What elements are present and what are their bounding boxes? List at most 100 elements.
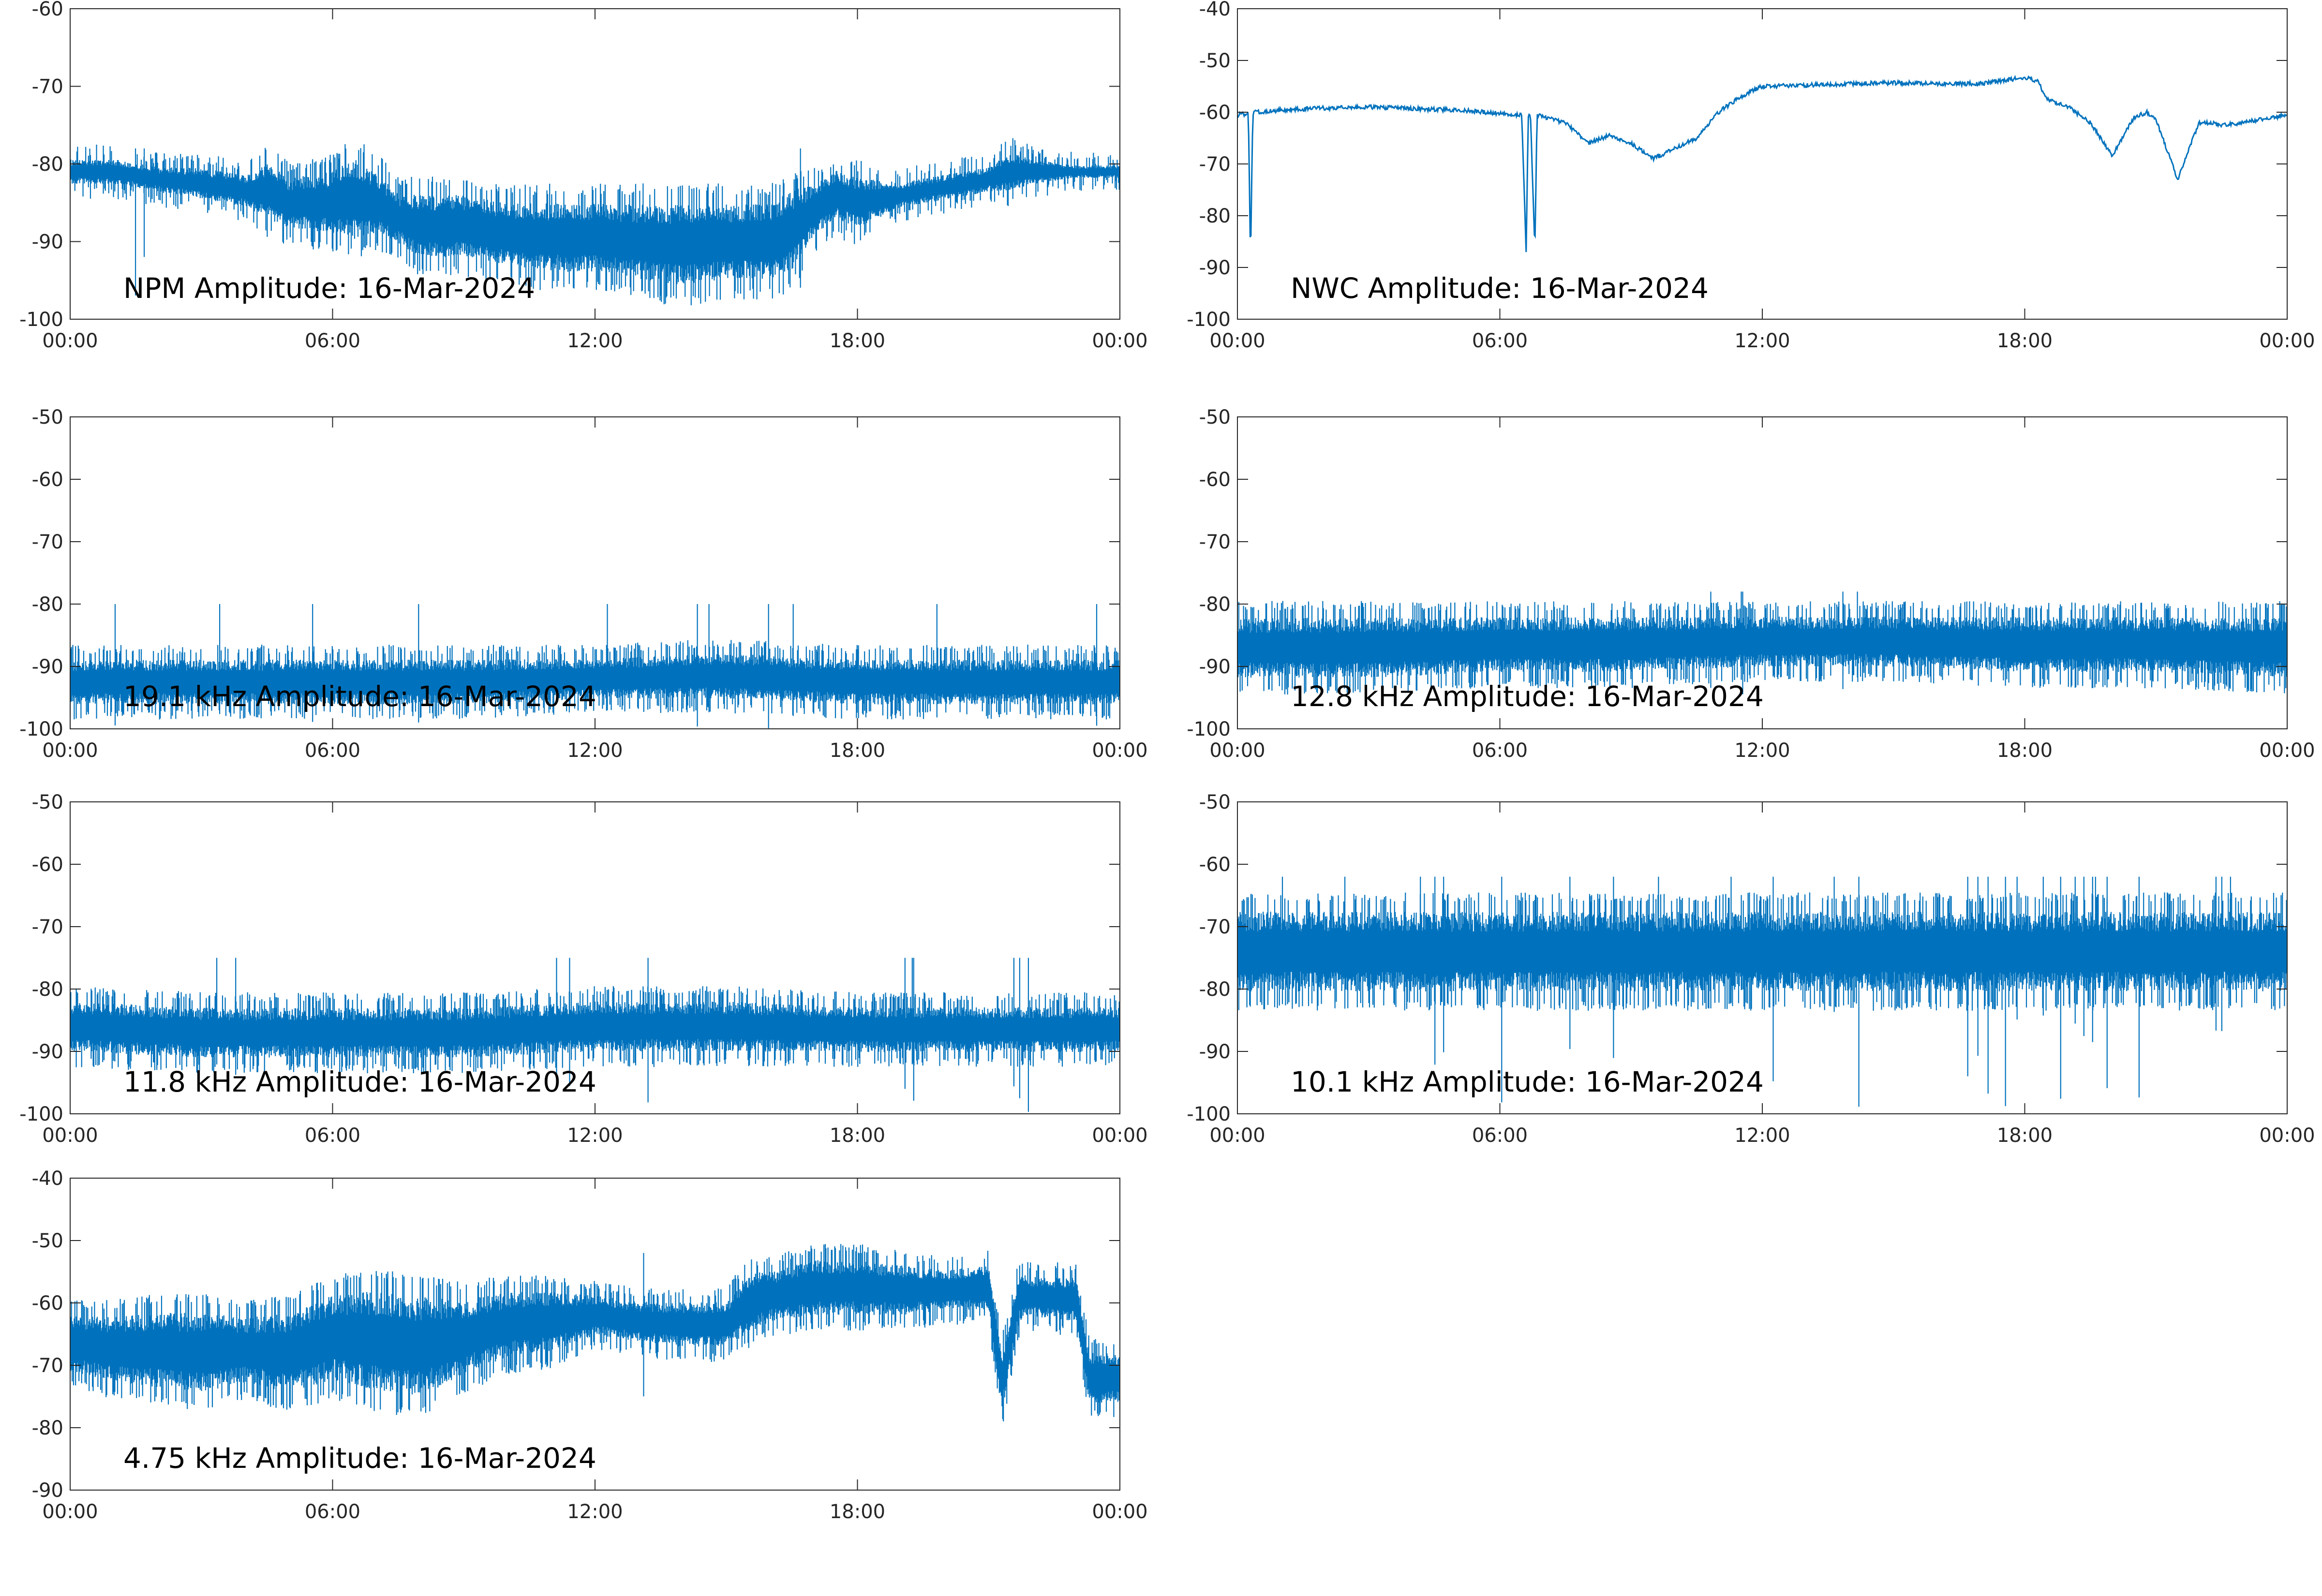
f10_1-series-band (1237, 892, 2287, 1011)
f12_8-series-spikes (1710, 591, 1858, 695)
f4_75-xtick-label: 00:00 (42, 1501, 98, 1523)
nwc-xtick-label: 00:00 (1209, 330, 1265, 352)
f10_1-title: 10.1 kHz Amplitude: 16-Mar-2024 (1291, 1065, 1764, 1098)
f11_8-series-band (70, 986, 1120, 1074)
f12_8-ytick-label: -100 (1187, 718, 1231, 740)
npm-xtick-label: 06:00 (305, 330, 360, 352)
f11_8-ytick-label: -60 (32, 854, 63, 876)
f10_1-ytick-label: -50 (1199, 791, 1231, 813)
f12_8-xtick-label: 18:00 (1997, 739, 2053, 762)
nwc-xtick-label: 18:00 (1997, 330, 2053, 352)
f19_1-ytick-label: -90 (32, 656, 63, 678)
nwc-xtick-label: 00:00 (2259, 330, 2315, 352)
f4_75-ytick-label: -80 (32, 1417, 63, 1439)
f11_8-xtick-label: 00:00 (42, 1124, 98, 1147)
npm-series-band (70, 138, 1120, 306)
f10_1-xtick-label: 18:00 (1997, 1124, 2053, 1147)
nwc-ytick-label: -80 (1199, 205, 1231, 227)
npm-title: NPM Amplitude: 16-Mar-2024 (123, 272, 535, 305)
f10_1-xtick-label: 00:00 (2259, 1124, 2315, 1147)
f4_75-xtick-label: 00:00 (1092, 1501, 1147, 1523)
f4_75-ytick-label: -60 (32, 1292, 63, 1315)
f19_1-title: 19.1 kHz Amplitude: 16-Mar-2024 (123, 680, 596, 713)
f19_1-ytick-label: -70 (32, 531, 63, 553)
npm-ytick-label: -80 (32, 153, 63, 176)
f10_1-ytick-label: -100 (1187, 1103, 1231, 1125)
f19_1-ytick-label: -60 (32, 469, 63, 491)
f19_1-xtick-label: 00:00 (42, 739, 98, 762)
f10_1-ytick-label: -60 (1199, 854, 1231, 876)
npm-xtick-label: 00:00 (42, 330, 98, 352)
f11_8-ytick-label: -70 (32, 916, 63, 938)
f19_1-series-spikes (114, 604, 1098, 728)
f12_8-ytick-label: -90 (1199, 656, 1231, 678)
npm-ytick-label: -100 (19, 309, 63, 331)
f4_75-title: 4.75 kHz Amplitude: 16-Mar-2024 (123, 1442, 596, 1475)
f10_1-trace (1237, 876, 2287, 1107)
f11_8-trace (70, 958, 1120, 1112)
f11_8-xtick-label: 12:00 (567, 1124, 623, 1147)
nwc-ytick-label: -50 (1199, 50, 1231, 72)
npm-ytick-label: -60 (32, 0, 63, 20)
f12_8-xtick-label: 12:00 (1734, 739, 1790, 762)
f12_8-xtick-label: 06:00 (1472, 739, 1528, 762)
nwc-xtick-label: 06:00 (1472, 330, 1528, 352)
f4_75-xtick-label: 12:00 (567, 1501, 623, 1523)
f11_8-series-spikes (216, 958, 1029, 1112)
f11_8-xtick-label: 06:00 (305, 1124, 360, 1147)
f10_1-ytick-label: -70 (1199, 916, 1231, 938)
f4_75-series-band (70, 1244, 1120, 1421)
f12_8-ytick-label: -60 (1199, 469, 1231, 491)
npm-trace (70, 138, 1120, 306)
f19_1-series-band (70, 640, 1120, 720)
nwc-trace (1237, 74, 2287, 252)
f4_75-ytick-label: -70 (32, 1355, 63, 1377)
f19_1-xtick-label: 00:00 (1092, 739, 1147, 762)
f19_1-ytick-label: -80 (32, 593, 63, 616)
f19_1-xtick-label: 18:00 (830, 739, 885, 762)
f19_1-ytick-label: -100 (19, 718, 63, 740)
f11_8-ytick-label: -90 (32, 1041, 63, 1063)
f11_8-xtick-label: 00:00 (1092, 1124, 1147, 1147)
f12_8-ytick-label: -70 (1199, 531, 1231, 553)
f12_8-ytick-label: -50 (1199, 406, 1231, 429)
npm-xtick-label: 12:00 (567, 330, 623, 352)
f12_8-trace (1237, 591, 2287, 695)
f10_1-xtick-label: 06:00 (1472, 1124, 1528, 1147)
nwc-ytick-label: -100 (1187, 309, 1231, 331)
f10_1-xtick-label: 12:00 (1734, 1124, 1790, 1147)
f11_8-ytick-label: -50 (32, 791, 63, 813)
f12_8-xtick-label: 00:00 (2259, 739, 2315, 762)
f19_1-ytick-label: -50 (32, 406, 63, 429)
npm-ytick-label: -70 (32, 76, 63, 98)
npm-ytick-label: -90 (32, 231, 63, 253)
f4_75-ytick-label: -50 (32, 1230, 63, 1252)
f12_8-title: 12.8 kHz Amplitude: 16-Mar-2024 (1291, 680, 1764, 713)
f19_1-xtick-label: 12:00 (567, 739, 623, 762)
f10_1-ytick-label: -80 (1199, 978, 1231, 1001)
npm-xtick-label: 00:00 (1092, 330, 1147, 352)
f4_75-xtick-label: 18:00 (830, 1501, 885, 1523)
f4_75-ytick-label: -90 (32, 1479, 63, 1502)
f10_1-xtick-label: 00:00 (1209, 1124, 1265, 1147)
f10_1-series-spikes (1281, 876, 2231, 1107)
f19_1-trace (70, 604, 1120, 728)
f12_8-ytick-label: -80 (1199, 593, 1231, 616)
f11_8-ytick-label: -80 (32, 978, 63, 1001)
nwc-xtick-label: 12:00 (1734, 330, 1790, 352)
f12_8-series-band (1237, 601, 2287, 695)
f4_75-xtick-label: 06:00 (305, 1501, 360, 1523)
